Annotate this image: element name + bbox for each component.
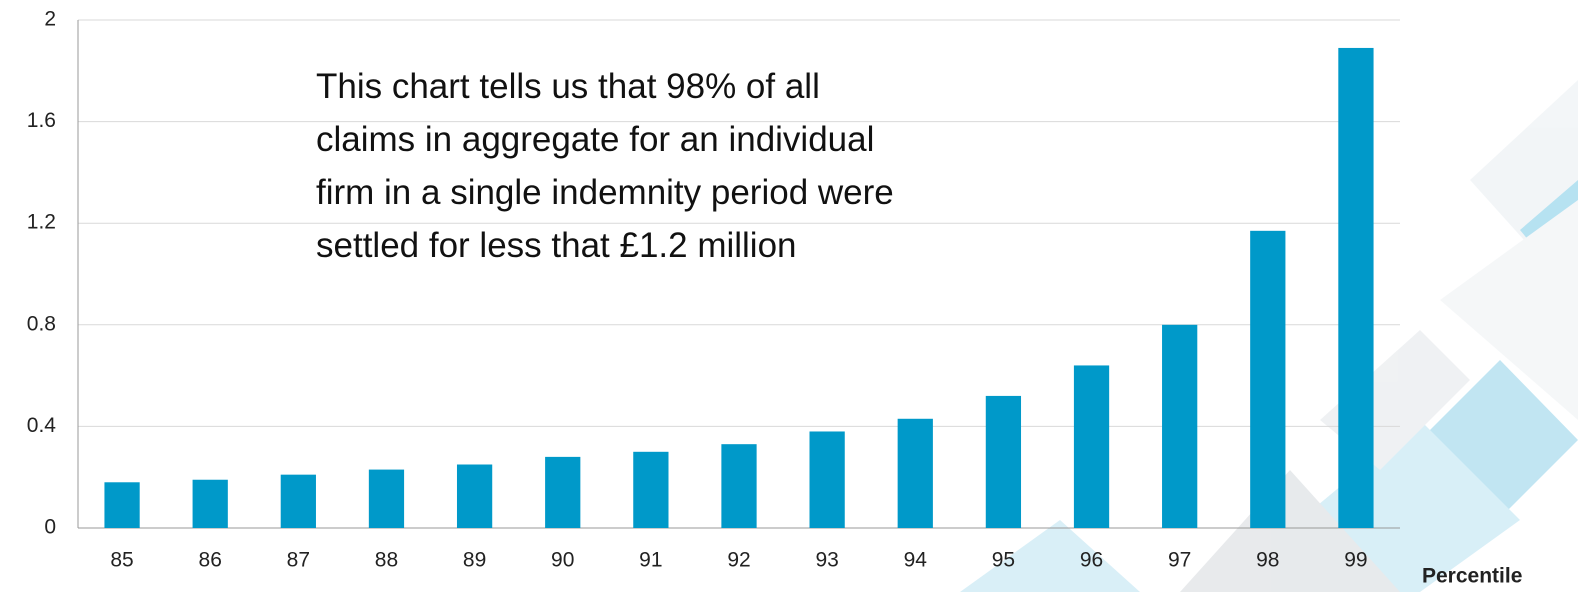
bar — [1250, 231, 1285, 528]
x-tick-label: 91 — [639, 549, 662, 572]
bar — [898, 419, 933, 528]
x-tick-label: 88 — [375, 549, 398, 572]
x-tick-label: 97 — [1168, 549, 1191, 572]
chart: Percentile 0 0.4 0.8 1.2 1.6 2 85 86 87 88 89 90 91 9… — [0, 0, 1578, 592]
y-tick-label: 1.6 — [27, 109, 56, 132]
bar — [1338, 48, 1373, 528]
x-tick-label: 86 — [199, 549, 222, 572]
x-tick-label: 90 — [551, 549, 574, 572]
bar — [369, 470, 404, 528]
bar — [810, 431, 845, 528]
bar — [633, 452, 668, 528]
x-tick-label: 93 — [815, 549, 838, 572]
bar — [545, 457, 580, 528]
x-tick-label: 89 — [463, 549, 486, 572]
bar — [1074, 365, 1109, 528]
x-tick-label: 94 — [904, 549, 928, 572]
x-axis-label: Percentile — [1422, 565, 1522, 588]
x-tick-label: 92 — [727, 549, 750, 572]
y-tick-label: 0.4 — [27, 414, 57, 437]
y-tick-label: 0.8 — [27, 312, 56, 335]
bar — [721, 444, 756, 528]
x-tick-label: 87 — [287, 549, 310, 572]
y-tick-label: 0 — [44, 516, 56, 539]
annotation-line: claims in aggregate for an individual — [316, 120, 874, 159]
bar — [986, 396, 1021, 528]
annotation-line: settled for less that £1.2 million — [316, 226, 797, 265]
bar — [457, 465, 492, 529]
bar — [1162, 325, 1197, 528]
annotation-line: firm in a single indemnity period were — [316, 173, 894, 212]
x-tick-label: 96 — [1080, 549, 1103, 572]
x-tick-label: 99 — [1344, 549, 1367, 572]
bar — [104, 482, 139, 528]
bar — [281, 475, 316, 528]
annotation-line: This chart tells us that 98% of all — [316, 67, 820, 106]
y-tick-label: 2 — [44, 8, 56, 31]
x-tick-label: 98 — [1256, 549, 1279, 572]
x-tick-label: 95 — [992, 549, 1015, 572]
y-tick-label: 1.2 — [27, 211, 56, 234]
x-tick-label: 85 — [110, 549, 133, 572]
bar — [193, 480, 228, 528]
